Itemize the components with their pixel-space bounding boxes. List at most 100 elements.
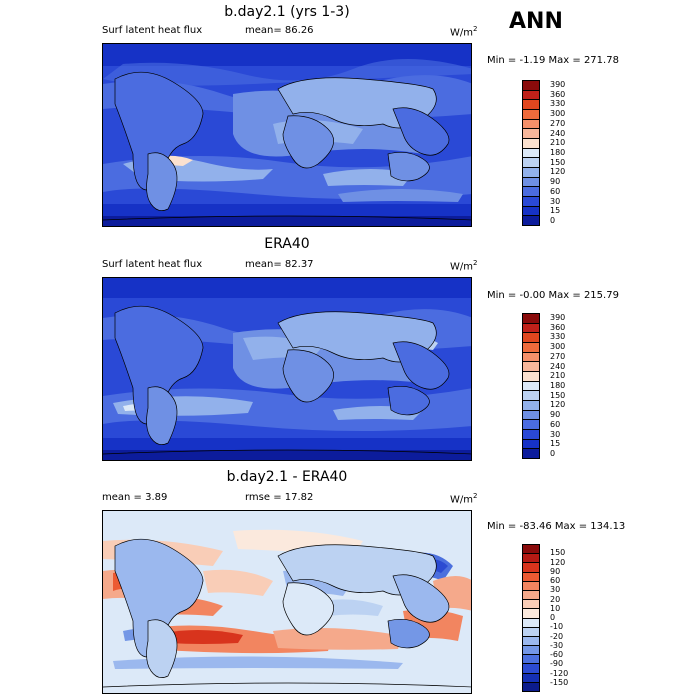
panel3-swatch [523, 646, 539, 656]
panel2-mean-label: mean= 82.37 [245, 259, 314, 270]
panel3-swatch [523, 590, 539, 601]
panel1-colorbar-tick: 0 [550, 216, 556, 226]
panel2-swatch [523, 372, 539, 382]
panel1-map [102, 43, 472, 227]
panel3-map [102, 510, 472, 694]
panel1-mean-label: mean= 86.26 [245, 25, 314, 36]
panel1-colorbar-tick: 60 [550, 186, 561, 196]
panel3-colorbar-tick: -30 [550, 640, 564, 650]
panel2-swatch [523, 439, 539, 450]
panel1-colorbar-tick: 240 [550, 128, 566, 138]
panel1-swatch [523, 100, 539, 111]
panel2-swatch [523, 449, 539, 459]
panel3-swatch [523, 627, 539, 637]
panel1-swatch [523, 216, 539, 226]
panel3-colorbar-tick: 150 [550, 548, 566, 558]
panel2-colorbar-tick: 240 [550, 361, 566, 371]
panel2-colorbar-tick: 360 [550, 322, 566, 332]
panel2-colorbar-tick: 180 [550, 381, 566, 390]
panel2-colorbar-tick: 0 [550, 449, 556, 459]
panel1-colorbar-tick: 120 [550, 167, 566, 177]
panel1-swatch [523, 168, 539, 178]
panel3-swatch [523, 682, 539, 691]
panel3-minmax: Min = -83.46 Max = 134.13 [487, 521, 626, 532]
panel1-swatch [523, 139, 539, 149]
panel2-colorbar-tick: 60 [550, 419, 561, 429]
panel2-colorbar-tick: 150 [550, 390, 566, 400]
panel1-swatch [523, 90, 539, 101]
panel3-swatch [523, 563, 539, 573]
panel2-field [103, 278, 471, 460]
panel2-colorbar-tick: 330 [550, 332, 566, 342]
panel3-swatch [523, 636, 539, 647]
panel3-colorbar-tick: 20 [550, 594, 561, 604]
panel2-swatch [523, 401, 539, 411]
panel1-swatch [523, 177, 539, 188]
panel2-swatch [523, 314, 539, 324]
panel2-title: ERA40 [264, 236, 310, 252]
panel3-colorbar-tick: 10 [550, 603, 561, 613]
panel2-swatch [523, 343, 539, 353]
panel3-units: W/m2 [450, 492, 478, 506]
panel3-colorbar-tick: 30 [550, 585, 561, 595]
panel1-colorbar-tick: 150 [550, 157, 566, 167]
panel1-colorbar-tick: 330 [550, 99, 566, 109]
panel3-colorbar-tick: -20 [550, 631, 564, 641]
panel3-colorbar-tick: -90 [550, 659, 564, 669]
panel2-colorbar-tick: 30 [550, 429, 561, 439]
panel1-swatch [523, 129, 539, 140]
panel2-colorbar-tick: 15 [550, 439, 561, 449]
panel2-colorbar-tick: 120 [550, 400, 566, 410]
panel3-swatch [523, 600, 539, 610]
panel2-units: W/m2 [450, 259, 478, 273]
panel1-colorbar-tick: 390 [550, 79, 566, 89]
panel3-swatch [523, 572, 539, 582]
panel1-minmax: Min = -1.19 Max = 271.78 [487, 55, 619, 66]
panel2-colorbar [522, 313, 540, 459]
panel1-swatch [523, 81, 539, 91]
panel3-mean-label: mean = 3.89 [102, 492, 168, 503]
panel3-colorbar [522, 544, 540, 692]
panel3-swatch [523, 609, 539, 619]
panel2-swatch [523, 323, 539, 334]
panel1-colorbar-tick: 30 [550, 196, 561, 206]
panel1-colorbar-tick: 180 [550, 148, 566, 157]
panel3-colorbar-tick: 120 [550, 557, 566, 567]
panel2-colorbar-tick: 90 [550, 410, 561, 420]
panel3-field [103, 511, 471, 693]
panel2-minmax: Min = -0.00 Max = 215.79 [487, 290, 619, 301]
panel3-swatch [523, 554, 539, 564]
panel3-colorbar-tick: -120 [550, 668, 569, 678]
panel3-swatch [523, 581, 539, 591]
panel1-colorbar-tick: 210 [550, 138, 566, 148]
panel3-colorbar-tick: 0 [550, 613, 556, 622]
panel1-colorbar-tick: 360 [550, 89, 566, 99]
panel1-colorbar [522, 80, 540, 226]
panel2-swatch [523, 410, 539, 421]
panel2-swatch [523, 420, 539, 431]
panel2-variable-label: Surf latent heat flux [102, 259, 203, 270]
panel3-title: b.day2.1 - ERA40 [226, 469, 348, 485]
panel1-colorbar-tick: 15 [550, 206, 561, 216]
panel2-colorbar-tick: 390 [550, 312, 566, 322]
panel2-colorbar-tick: 270 [550, 351, 566, 361]
panel1-variable-label: Surf latent heat flux [102, 25, 203, 36]
panel1-title: b.day2.1 (yrs 1-3) [224, 4, 350, 20]
panel3-rmse-label: rmse = 17.82 [245, 492, 314, 503]
panel3-colorbar-tick: -10 [550, 622, 564, 632]
panel1-colorbar-tick: 300 [550, 109, 566, 119]
panel3-colorbar-tick: -150 [550, 677, 569, 687]
panel1-swatch [523, 110, 539, 120]
panel2-swatch [523, 362, 539, 373]
panel1-swatch [523, 197, 539, 207]
panel1-colorbar-tick: 90 [550, 177, 561, 187]
panel1-swatch [523, 158, 539, 169]
panel3-colorbar-tick: 60 [550, 576, 561, 585]
panel2-colorbar-tick: 210 [550, 371, 566, 381]
panel2-swatch [523, 352, 539, 363]
panel1-swatch [523, 206, 539, 217]
panel3-swatch [523, 664, 539, 674]
panel1-swatch [523, 119, 539, 130]
panel1-units: W/m2 [450, 25, 478, 39]
panel2-swatch [523, 430, 539, 440]
